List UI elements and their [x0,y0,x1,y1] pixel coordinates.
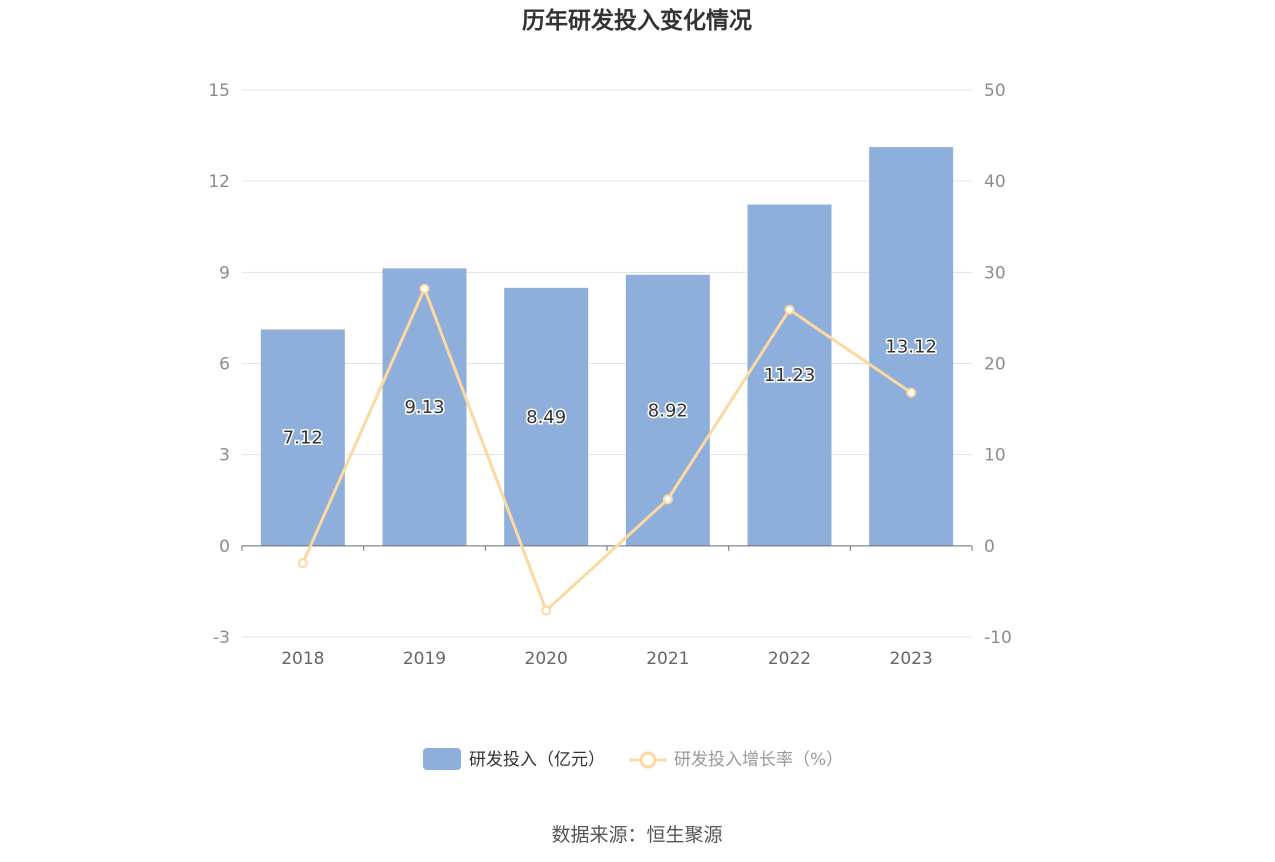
line-point [297,558,308,569]
legend-line-label: 研发投入增长率（%） [674,750,843,770]
line-point [662,494,673,505]
x-tick-label: 2023 [890,649,933,669]
legend-bar-swatch [423,748,461,770]
y-right-tick-label: 30 [984,263,1006,283]
y-right-tick-label: 50 [984,81,1006,101]
line-point [906,387,917,398]
bar-data-label: 9.13 [404,397,444,418]
legend-item-line[interactable]: 研发投入增长率（%） [629,750,843,770]
x-tick-label: 2019 [403,649,446,669]
bar-data-label: 11.23 [764,365,816,386]
bar [869,147,954,546]
legend[interactable]: 研发投入（亿元） 研发投入增长率（%） [423,748,843,770]
chart-title: 历年研发投入变化情况 [522,7,752,34]
bar-data-label: 8.49 [526,407,566,428]
y-left-tick-label: 12 [208,172,230,192]
bar [260,329,345,546]
bar-data-label: 13.12 [885,336,937,357]
source-note: 数据来源：恒生聚源 [551,824,722,846]
y-axis-left: -3 0 3 6 9 12 15 [208,81,230,648]
line-point [419,283,430,294]
x-tick-label: 2022 [768,649,811,669]
y-left-tick-label: -3 [213,628,230,648]
y-left-tick-label: 0 [219,537,230,557]
y-right-tick-label: 10 [984,446,1006,466]
line-point [784,304,795,315]
y-left-tick-label: 15 [208,81,230,101]
y-left-tick-label: 6 [219,355,230,375]
line-point [541,605,552,616]
legend-line-marker [639,751,657,769]
data-labels: 7.12 9.13 8.49 8.92 11.23 13.12 [281,335,938,450]
bar [747,204,832,546]
y-right-tick-label: -10 [984,628,1012,648]
bar-series [260,147,954,546]
legend-bar-label: 研发投入（亿元） [469,750,605,770]
y-right-tick-label: 40 [984,172,1006,192]
legend-item-bar[interactable]: 研发投入（亿元） [423,748,605,770]
growth-line [301,287,913,613]
y-right-tick-label: 0 [984,537,995,557]
y-right-tick-label: 20 [984,355,1006,375]
y-left-tick-label: 3 [219,446,230,466]
bar-data-label: 8.92 [648,400,688,421]
x-tick-labels: 2018 2019 2020 2021 2022 2023 [281,649,933,669]
bar [382,268,467,546]
x-tick-label: 2020 [525,649,568,669]
y-axis-right: -10 0 10 20 30 40 50 [984,81,1012,648]
bar [504,287,589,546]
bar-data-label: 7.12 [283,428,323,449]
x-tick-label: 2021 [646,649,689,669]
line-series [297,283,917,616]
x-tick-label: 2018 [281,649,324,669]
y-left-tick-label: 9 [219,263,230,283]
x-axis [241,545,973,551]
